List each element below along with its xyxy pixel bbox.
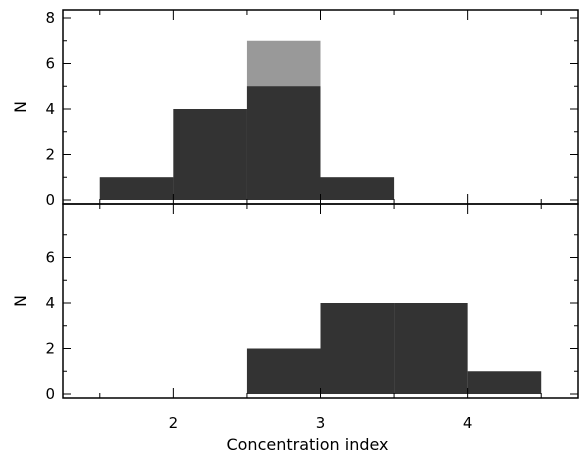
y-axis-label: N [11, 295, 30, 307]
y-tick-label: 2 [45, 146, 55, 164]
bar-bin-0 [246, 348, 321, 394]
x-tick-label: 4 [463, 414, 473, 432]
bar-bin-1 [320, 303, 395, 394]
bottom-histogram-panel: 0 2 4 6 2 3 4 N Concentration index [11, 203, 579, 454]
top-histogram-panel: 0 2 4 6 8 N [11, 9, 579, 209]
y-tick-label: 6 [45, 55, 55, 73]
y-tick-label: 2 [45, 340, 55, 358]
x-axis-label: Concentration index [226, 435, 388, 454]
x-tick-label: 3 [316, 414, 326, 432]
bar-bin-2 [394, 303, 468, 394]
y-tick-label: 4 [45, 100, 55, 118]
x-tick-label: 2 [169, 414, 179, 432]
bar-bin-1 [173, 109, 247, 200]
y-tick-label: 4 [45, 294, 55, 312]
y-tick-label: 8 [45, 9, 55, 27]
bar-bin-0 [99, 177, 174, 200]
bar-bin-3 [467, 371, 542, 394]
y-axis-label: N [11, 101, 30, 113]
bar-bin-3 [320, 177, 395, 200]
y-tick-label: 0 [45, 191, 55, 209]
bar-bin-2 [246, 86, 321, 200]
y-tick-label: 0 [45, 385, 55, 403]
y-tick-label: 6 [45, 249, 55, 267]
